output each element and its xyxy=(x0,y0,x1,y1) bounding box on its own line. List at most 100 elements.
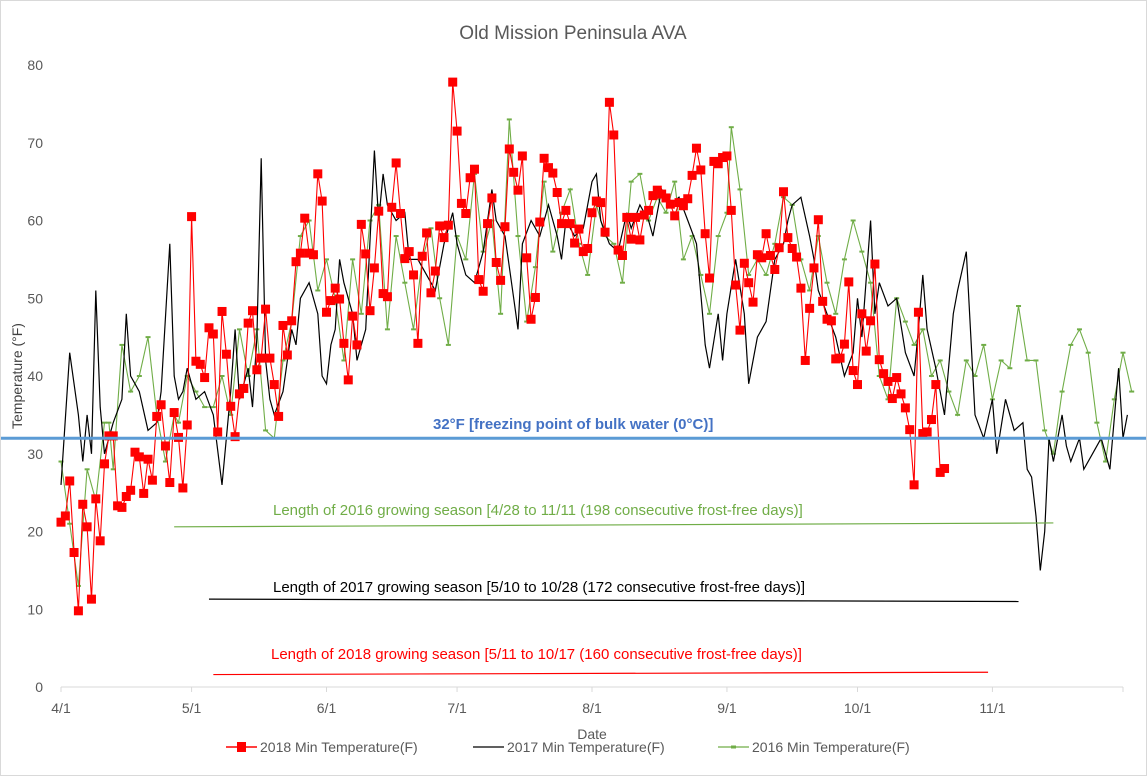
x-tick-label: 6/1 xyxy=(317,700,337,716)
data-point xyxy=(478,286,488,296)
data-point xyxy=(883,376,893,386)
y-tick-label: 20 xyxy=(27,524,43,540)
data-point xyxy=(491,257,501,267)
data-point xyxy=(835,353,845,363)
data-point xyxy=(839,339,849,349)
data-point xyxy=(848,366,858,376)
data-point xyxy=(435,221,445,231)
data-point xyxy=(426,288,436,298)
data-point xyxy=(783,233,793,243)
data-point xyxy=(604,97,614,107)
data-point xyxy=(230,432,240,442)
y-tick-label: 10 xyxy=(27,601,43,617)
data-point xyxy=(474,275,484,285)
y-tick-label: 0 xyxy=(35,679,43,695)
x-tick-label: 8/1 xyxy=(582,700,602,716)
data-point xyxy=(182,420,192,430)
data-point xyxy=(765,250,775,260)
y-tick-labels: 0 10 20 30 40 50 60 70 80 xyxy=(27,57,43,695)
data-point xyxy=(282,350,292,360)
data-point xyxy=(82,522,92,532)
data-point xyxy=(95,536,105,546)
data-point xyxy=(308,250,318,260)
data-point xyxy=(243,318,253,328)
data-point xyxy=(900,403,910,413)
data-point xyxy=(487,193,497,203)
data-point xyxy=(691,143,701,153)
data-point xyxy=(217,306,227,316)
data-point xyxy=(770,264,780,274)
series-line xyxy=(60,82,945,611)
data-point xyxy=(443,220,453,230)
data-point xyxy=(909,480,919,490)
data-point xyxy=(160,441,170,451)
data-point xyxy=(208,329,218,339)
growing-season-annotations: Length of 2016 growing season [4/28 to 1… xyxy=(174,502,1054,676)
data-point xyxy=(744,278,754,288)
data-point xyxy=(86,594,96,604)
data-point xyxy=(461,209,471,219)
data-point xyxy=(552,188,562,198)
data-point xyxy=(121,492,131,502)
data-point xyxy=(818,296,828,306)
data-point xyxy=(792,252,802,262)
data-point xyxy=(69,547,79,557)
data-point xyxy=(522,253,532,263)
series-group xyxy=(56,77,1135,616)
chart-title: Old Mission Peninsula AVA xyxy=(459,23,687,44)
data-point xyxy=(705,273,715,283)
data-point xyxy=(866,316,876,326)
data-point xyxy=(78,499,88,509)
y-tick-label: 40 xyxy=(27,368,43,384)
data-point xyxy=(187,212,197,222)
season-length-line xyxy=(208,598,1019,603)
data-point xyxy=(317,196,327,206)
data-point xyxy=(195,359,205,369)
data-point xyxy=(700,229,710,239)
series-2018 xyxy=(56,77,950,616)
series-2017 xyxy=(60,150,1128,571)
data-point xyxy=(543,163,553,173)
data-point xyxy=(382,292,392,302)
data-point xyxy=(774,243,784,253)
data-point xyxy=(169,408,179,418)
data-point xyxy=(100,459,110,469)
data-point xyxy=(635,235,645,245)
data-point xyxy=(504,144,514,154)
data-point xyxy=(587,208,597,218)
data-point xyxy=(548,168,558,178)
x-tick-label: 10/1 xyxy=(844,700,871,716)
data-point xyxy=(678,201,688,211)
data-point xyxy=(147,475,157,485)
data-point xyxy=(374,206,384,216)
data-point xyxy=(631,212,641,222)
data-point xyxy=(395,209,405,219)
y-tick-label: 30 xyxy=(27,446,43,462)
data-point xyxy=(626,234,636,244)
data-point xyxy=(448,77,458,87)
data-point xyxy=(265,353,275,363)
data-point xyxy=(853,380,862,390)
data-point xyxy=(126,485,136,495)
legend-label: 2017 Min Temperature(F) xyxy=(507,739,665,755)
data-point xyxy=(134,452,144,462)
data-point xyxy=(748,297,758,307)
data-point xyxy=(204,323,214,333)
freezing-label: 32°F [freezing point of bulk water (0°C)… xyxy=(433,416,713,433)
data-point xyxy=(239,383,249,393)
data-point xyxy=(757,253,767,263)
data-point xyxy=(313,169,323,179)
data-point xyxy=(665,199,675,209)
data-point xyxy=(826,316,836,326)
data-point xyxy=(913,307,923,317)
x-axis: 4/1 5/1 6/1 7/1 8/1 9/1 10/1 11/1 xyxy=(51,686,1124,716)
data-point xyxy=(56,517,66,527)
data-point xyxy=(391,158,401,168)
x-tick-label: 7/1 xyxy=(447,700,467,716)
y-tick-label: 60 xyxy=(27,213,43,229)
season-2018-label: Length of 2018 growing season [5/11 to 1… xyxy=(271,646,802,663)
data-point xyxy=(787,243,797,253)
legend: 2018 Min Temperature(F) 2017 Min Tempera… xyxy=(226,739,910,755)
data-point xyxy=(796,283,806,293)
legend-item-2017: 2017 Min Temperature(F) xyxy=(473,739,665,755)
